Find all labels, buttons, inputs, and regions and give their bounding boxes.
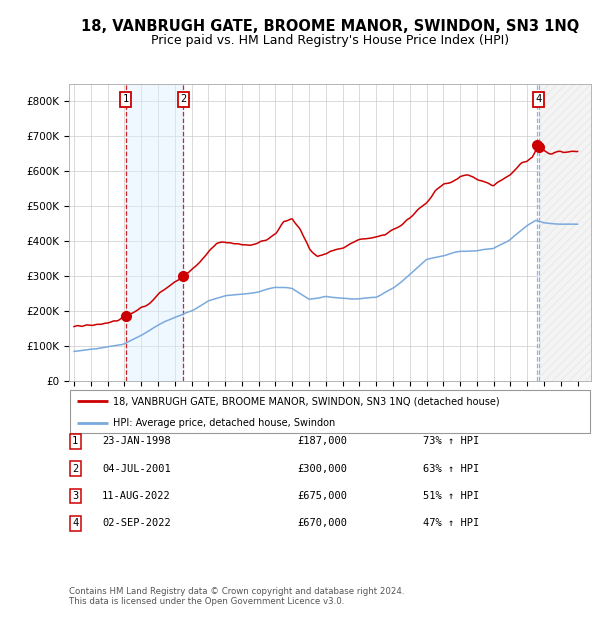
FancyBboxPatch shape xyxy=(70,390,590,433)
Text: 3: 3 xyxy=(72,491,78,501)
Bar xyxy=(539,84,591,381)
Text: HPI: Average price, detached house, Swindon: HPI: Average price, detached house, Swin… xyxy=(113,418,335,428)
Text: 73% ↑ HPI: 73% ↑ HPI xyxy=(423,436,479,446)
Text: 2: 2 xyxy=(72,464,78,474)
Text: 47% ↑ HPI: 47% ↑ HPI xyxy=(423,518,479,528)
Text: 4: 4 xyxy=(72,518,78,528)
Text: Contains HM Land Registry data © Crown copyright and database right 2024.
This d: Contains HM Land Registry data © Crown c… xyxy=(69,587,404,606)
Text: 2: 2 xyxy=(180,94,187,104)
Text: Price paid vs. HM Land Registry's House Price Index (HPI): Price paid vs. HM Land Registry's House … xyxy=(151,34,509,47)
Text: 51% ↑ HPI: 51% ↑ HPI xyxy=(423,491,479,501)
Text: £675,000: £675,000 xyxy=(297,491,347,501)
Text: 23-JAN-1998: 23-JAN-1998 xyxy=(102,436,171,446)
Text: 11-AUG-2022: 11-AUG-2022 xyxy=(102,491,171,501)
Bar xyxy=(125,84,184,381)
Text: 18, VANBRUGH GATE, BROOME MANOR, SWINDON, SN3 1NQ: 18, VANBRUGH GATE, BROOME MANOR, SWINDON… xyxy=(81,19,579,33)
Text: 63% ↑ HPI: 63% ↑ HPI xyxy=(423,464,479,474)
Text: 02-SEP-2022: 02-SEP-2022 xyxy=(102,518,171,528)
Text: 04-JUL-2001: 04-JUL-2001 xyxy=(102,464,171,474)
Text: 1: 1 xyxy=(72,436,78,446)
Text: 4: 4 xyxy=(536,94,542,104)
Text: £187,000: £187,000 xyxy=(297,436,347,446)
Text: 18, VANBRUGH GATE, BROOME MANOR, SWINDON, SN3 1NQ (detached house): 18, VANBRUGH GATE, BROOME MANOR, SWINDON… xyxy=(113,396,500,407)
Text: £300,000: £300,000 xyxy=(297,464,347,474)
Bar xyxy=(539,84,591,381)
Text: 1: 1 xyxy=(122,94,128,104)
Text: £670,000: £670,000 xyxy=(297,518,347,528)
